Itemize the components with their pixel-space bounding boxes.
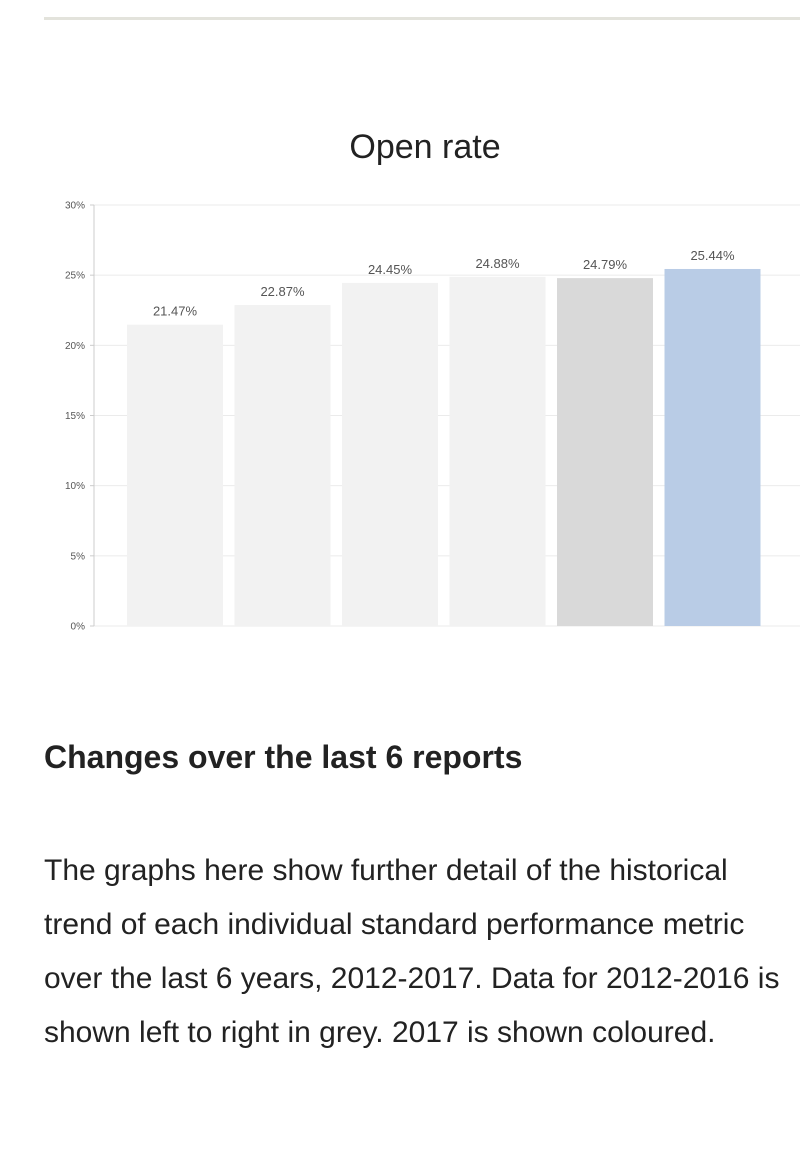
bar bbox=[127, 324, 223, 626]
bar-value-label: 24.79% bbox=[583, 257, 628, 272]
section-heading: Changes over the last 6 reports bbox=[44, 739, 523, 775]
y-tick-label: 10% bbox=[65, 481, 85, 492]
y-tick-label: 5% bbox=[71, 551, 86, 562]
y-tick-label: 15% bbox=[65, 411, 85, 422]
y-tick-label: 25% bbox=[65, 271, 85, 282]
bar bbox=[342, 282, 438, 626]
bar bbox=[557, 278, 653, 626]
bar bbox=[234, 305, 331, 626]
y-tick-label: 20% bbox=[65, 341, 85, 352]
y-tick-label: 30% bbox=[65, 201, 85, 212]
bar-value-label: 22.87% bbox=[260, 284, 305, 299]
bar-value-label: 21.47% bbox=[153, 304, 198, 319]
open-rate-chart: 0% 5% 10% 15% 20% 25% 30% 21.47% 22.87% 24.45% 24.… bbox=[65, 201, 800, 633]
chart-title: Open rate bbox=[349, 128, 501, 166]
bar-value-label: 24.45% bbox=[368, 262, 413, 277]
y-tick-label: 0% bbox=[71, 622, 86, 633]
bar bbox=[664, 268, 761, 626]
bar-value-label: 24.88% bbox=[475, 256, 520, 271]
top-divider bbox=[44, 17, 800, 20]
section-body-text: The graphs here show further detail of t… bbox=[44, 854, 780, 1049]
bar bbox=[449, 276, 546, 626]
bar-value-label: 25.44% bbox=[690, 248, 735, 263]
